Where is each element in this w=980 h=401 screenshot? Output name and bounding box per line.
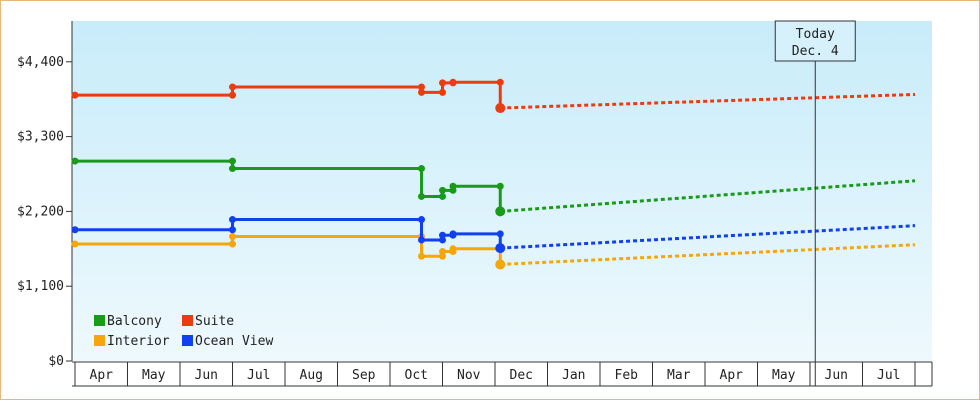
data-point <box>449 78 457 86</box>
month-label: Nov <box>457 368 481 383</box>
data-point <box>495 103 506 114</box>
data-point <box>495 243 506 254</box>
series-layer <box>71 78 916 270</box>
month-label: Sep <box>352 368 376 383</box>
data-point <box>418 192 425 200</box>
month-label: Apr <box>90 368 114 383</box>
data-point <box>418 88 425 96</box>
legend-item: Suite <box>182 314 234 329</box>
month-label: Oct <box>405 368 428 383</box>
data-point <box>71 240 79 248</box>
legend-swatch <box>182 335 193 346</box>
series-interior <box>71 233 916 270</box>
month-label: Jul <box>247 368 270 383</box>
legend-label: Ocean View <box>195 334 273 349</box>
series-forecast-line <box>500 243 916 266</box>
data-point <box>449 182 457 190</box>
y-tick-label: $4,400 <box>17 55 64 70</box>
data-point <box>495 259 506 270</box>
month-label: Jan <box>562 368 585 383</box>
today-box <box>774 20 856 62</box>
y-tick-label: $3,300 <box>17 130 64 145</box>
month-label: Jun <box>195 368 218 383</box>
legend-label: Balcony <box>107 314 162 329</box>
data-point <box>229 91 236 99</box>
legend-swatch <box>94 335 105 346</box>
plot-area <box>72 21 932 361</box>
data-point <box>439 79 446 87</box>
data-point <box>229 157 236 165</box>
data-point <box>496 182 504 190</box>
data-point <box>71 157 79 165</box>
series-forecast-line <box>500 92 916 110</box>
data-point <box>229 240 236 248</box>
data-point <box>229 165 236 173</box>
month-label: Jul <box>877 368 900 383</box>
data-point <box>495 206 506 217</box>
data-point <box>439 248 446 256</box>
data-point <box>439 88 446 96</box>
legend: Balcony Suite Interior Ocean View <box>94 314 273 349</box>
data-point <box>439 231 446 239</box>
data-point <box>229 226 236 234</box>
legend-swatch <box>94 315 105 326</box>
legend-item: Ocean View <box>182 334 273 349</box>
month-label: Feb <box>615 368 639 383</box>
legend-swatch <box>182 315 193 326</box>
month-label: May <box>772 368 796 383</box>
series-ocean-view <box>71 216 916 254</box>
y-tick-label: $2,200 <box>17 204 64 219</box>
data-point <box>418 252 425 260</box>
data-point <box>418 236 425 244</box>
month-label: Mar <box>667 368 691 383</box>
legend-label: Suite <box>195 314 234 329</box>
today-label: Today <box>796 27 835 42</box>
data-point <box>229 233 236 241</box>
y-tick-label: $1,100 <box>17 279 64 294</box>
data-point <box>449 230 457 238</box>
y-axis: $0 $1,100 $2,200 $3,300 $4,400 <box>17 21 73 369</box>
data-point <box>229 83 236 91</box>
series-forecast-line <box>500 224 916 250</box>
data-point <box>496 230 504 238</box>
series-forecast-line <box>500 179 916 213</box>
data-point <box>418 83 425 91</box>
series-balcony <box>71 157 916 217</box>
data-point <box>418 165 425 173</box>
month-label: Dec <box>510 368 533 383</box>
legend-item: Balcony <box>94 314 162 329</box>
data-point <box>439 186 446 194</box>
series-suite <box>71 78 916 114</box>
today-date: Dec. 4 <box>792 44 839 59</box>
data-point <box>418 216 425 224</box>
month-label: Jun <box>825 368 848 383</box>
x-axis: Apr May Jun Jul Aug Sep Oct Nov Dec Jan Feb Mar Apr M… <box>72 361 933 387</box>
data-point <box>496 78 504 86</box>
month-label: May <box>142 368 166 383</box>
today-marker: Today Dec. 4 <box>774 20 856 386</box>
data-point <box>449 245 457 253</box>
data-point <box>71 226 79 234</box>
y-tick-label: $0 <box>48 354 64 369</box>
data-point <box>71 91 79 99</box>
month-label: Apr <box>720 368 744 383</box>
legend-item: Interior <box>94 334 170 349</box>
data-point <box>439 192 446 200</box>
month-label: Aug <box>300 368 323 383</box>
data-point <box>229 216 236 224</box>
legend-label: Interior <box>107 334 170 349</box>
